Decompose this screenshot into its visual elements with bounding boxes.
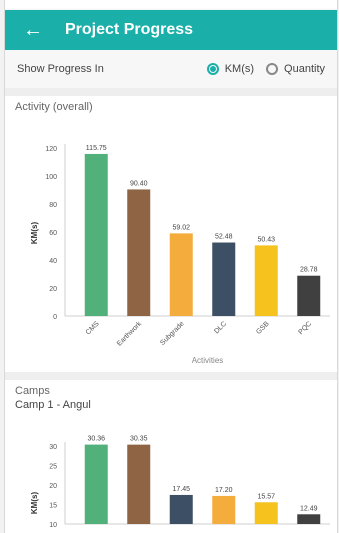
bar-value-label: 17.45 [172, 486, 190, 493]
chart-bar [297, 514, 321, 524]
chart-bar [127, 444, 151, 524]
bar-value-label: 52.48 [215, 234, 233, 241]
activity-overall-chart: 0 20 40 60 80 100 120 KM(s) 115.75 CMS 90.40 Earthw… [30, 144, 330, 365]
y-tick-label: 40 [49, 258, 57, 265]
chart-bar [84, 153, 108, 316]
y-axis-label: KM(s) [30, 222, 39, 245]
chart-bar [254, 245, 278, 316]
x-tick-label: CMS [85, 320, 101, 336]
chart-bar [84, 444, 108, 524]
y-axis-label: KM(s) [30, 492, 39, 515]
chart1-title: Activity (overall) [15, 101, 93, 113]
section-divider [5, 372, 337, 380]
radio-quantity-label: Quantity [284, 63, 325, 75]
chart-bar [254, 502, 278, 524]
app-bar: ← Project Progress [5, 10, 337, 50]
chart-bar [212, 495, 236, 524]
y-tick-label: 20 [49, 483, 57, 490]
chart-bar [169, 233, 193, 316]
bar-value-label: 12.49 [300, 505, 318, 512]
arrow-left-icon[interactable]: ← [23, 18, 43, 41]
y-tick-label: 60 [49, 230, 57, 237]
camps-chart: 10 15 20 25 30 KM(s) 30.36 30.35 17.45 17.20 15.57… [30, 436, 330, 529]
chart-bar [212, 242, 236, 316]
y-tick-label: 100 [45, 174, 57, 181]
radio-quantity[interactable]: Quantity [266, 63, 325, 75]
x-axis-label: Activities [192, 356, 224, 365]
chart-bar [169, 494, 193, 524]
radio-kms-indicator[interactable] [206, 63, 219, 75]
y-tick-label: 30 [49, 444, 57, 451]
x-tick-label: Subgrade [159, 320, 185, 346]
section-divider [5, 88, 337, 96]
bar-value-label: 30.35 [130, 436, 148, 443]
y-tick-label: 15 [49, 503, 57, 510]
y-tick-label: 0 [53, 314, 57, 321]
x-tick-label: Earthwork [116, 320, 144, 348]
x-tick-label: DLC [213, 320, 228, 335]
radio-kms-label: KM(s) [224, 63, 255, 75]
bar-value-label: 15.57 [257, 493, 275, 500]
toggle-label: Show Progress In [17, 63, 104, 75]
bar-value-label: 30.36 [87, 436, 105, 443]
chart-bar [297, 275, 321, 316]
y-tick-label: 120 [45, 146, 57, 153]
bar-value-label: 115.75 [86, 145, 107, 152]
bar-value-label: 59.02 [172, 224, 190, 231]
x-tick-label: GSB [255, 320, 271, 336]
radio-kms[interactable]: KM(s) [206, 63, 255, 75]
chart2-subtitle: Camp 1 - Angul [15, 399, 91, 411]
x-tick-label: PQC [297, 320, 313, 336]
bar-value-label: 50.43 [257, 236, 275, 243]
bar-value-label: 28.78 [300, 267, 318, 274]
y-tick-label: 10 [49, 522, 57, 529]
y-tick-label: 80 [49, 202, 57, 209]
bar-value-label: 17.20 [215, 487, 233, 494]
chart-bar [127, 189, 151, 316]
y-tick-label: 25 [49, 464, 57, 471]
page-title: Project Progress [65, 21, 194, 38]
chart2-title: Camps [15, 385, 50, 397]
radio-quantity-indicator[interactable] [266, 63, 279, 75]
progress-unit-toggle: Show Progress In KM(s) Quantity [5, 50, 337, 89]
app-frame: ← Project Progress Show Progress In KM(s… [4, 0, 338, 533]
bar-value-label: 90.40 [130, 180, 148, 187]
y-tick-label: 20 [49, 286, 57, 293]
